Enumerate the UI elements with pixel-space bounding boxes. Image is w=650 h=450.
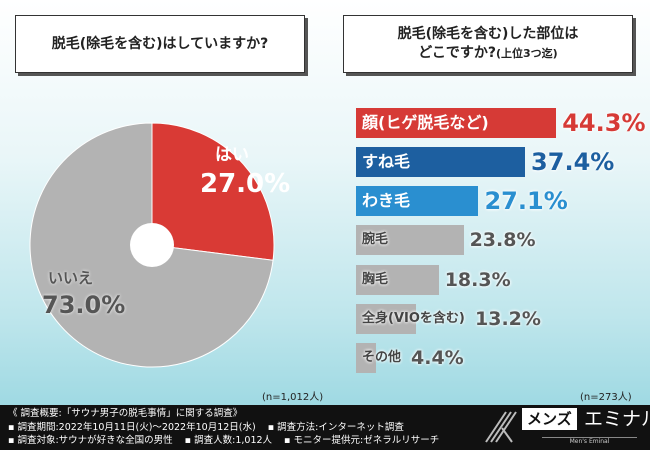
footer-title: 《 調査概要:「サウナ男子の脱毛事情」に関する調査》 xyxy=(8,408,243,419)
bar-label: 全身(VIOを含む) xyxy=(362,310,465,326)
question-right-line1: 脱毛(除毛を含む)した部位は xyxy=(397,26,579,43)
pie-value-yes: 27.0% xyxy=(200,169,291,199)
bar-label: すね毛 xyxy=(362,152,411,172)
bar-label: 胸毛 xyxy=(362,271,389,287)
bar-label: 顔(ヒゲ脱毛など) xyxy=(362,113,489,133)
bar-row: 顔(ヒゲ脱毛など) 44.3% xyxy=(356,108,646,138)
bar-value: 44.3% xyxy=(562,108,646,137)
bar xyxy=(356,186,479,216)
pie-label-yes: はい xyxy=(215,145,249,165)
bar-value: 18.3% xyxy=(444,268,511,291)
bar-label: わき毛 xyxy=(362,191,411,211)
bar-row: わき毛 27.1% xyxy=(356,186,568,216)
bar xyxy=(356,225,464,255)
pie-slice-0 xyxy=(151,122,275,261)
question-box-left: 脱毛(除毛を含む)はしていますか? xyxy=(15,15,305,73)
survey-method: ▪ 調査方法:インターネット調査 xyxy=(267,421,404,433)
bar xyxy=(356,265,439,295)
bar xyxy=(356,343,376,373)
bar xyxy=(356,147,526,177)
bar-row: すね毛 37.4% xyxy=(356,147,614,177)
brand-logo: メンズ エミナル Men's Eminal xyxy=(482,406,650,448)
question-right-line2: どこですか? xyxy=(418,45,496,61)
bar-row: 胸毛 18.3% xyxy=(356,265,511,295)
sample-size-left: (n=1,012人) xyxy=(262,392,324,403)
bar-label: 腕毛 xyxy=(362,231,389,247)
bar-value: 13.2% xyxy=(475,307,541,330)
survey-provider: ▪ モニター提供元:ゼネラルリサーチ xyxy=(284,435,440,446)
bar-value: 4.4% xyxy=(411,346,464,369)
logo-subtext: Men's Eminal xyxy=(542,437,637,446)
sample-size-right: (n=273人) xyxy=(580,392,632,403)
logo-mark-icon xyxy=(485,411,517,443)
pie-chart xyxy=(29,122,275,368)
logo-box-text: メンズ xyxy=(522,408,577,430)
bar-value: 37.4% xyxy=(531,147,615,176)
bar-value: 27.1% xyxy=(484,186,568,215)
pie-label-no: いいえ xyxy=(48,269,94,287)
pie-center-hole xyxy=(130,223,174,267)
survey-target: ▪ 調査対象:サウナが好きな全国の男性 xyxy=(8,435,173,446)
bar xyxy=(356,304,416,334)
footer-line2: ▪ 調査対象:サウナが好きな全国の男性 ▪ 調査人数:1,012人 ▪ モニター提供… xyxy=(8,434,478,448)
bar-value: 23.8% xyxy=(469,228,536,251)
logo-text: エミナル xyxy=(584,408,650,430)
question-right-suffix: (上位3つ迄) xyxy=(495,47,558,60)
bar-row: その他 4.4% xyxy=(356,343,464,373)
question-left: 脱毛(除毛を含む)はしていますか? xyxy=(51,35,269,52)
bar-label: その他 xyxy=(362,349,402,365)
bar-row: 腕毛 23.8% xyxy=(356,225,535,255)
bar-row: 全身(VIOを含む) 13.2% xyxy=(356,304,541,334)
question-box-right: 脱毛(除毛を含む)した部位はどこですか?(上位3つ迄) xyxy=(343,15,633,73)
pie-value-no: 73.0% xyxy=(42,291,126,319)
survey-count: ▪ 調査人数:1,012人 xyxy=(184,435,273,446)
footer-line1: ▪ 調査期間:2022年10月11日(火)〜2022年10月12日(水) ▪ 調査… xyxy=(8,421,478,435)
bar xyxy=(356,108,557,138)
survey-period: ▪ 調査期間:2022年10月11日(火)〜2022年10月12日(水) xyxy=(8,421,256,433)
